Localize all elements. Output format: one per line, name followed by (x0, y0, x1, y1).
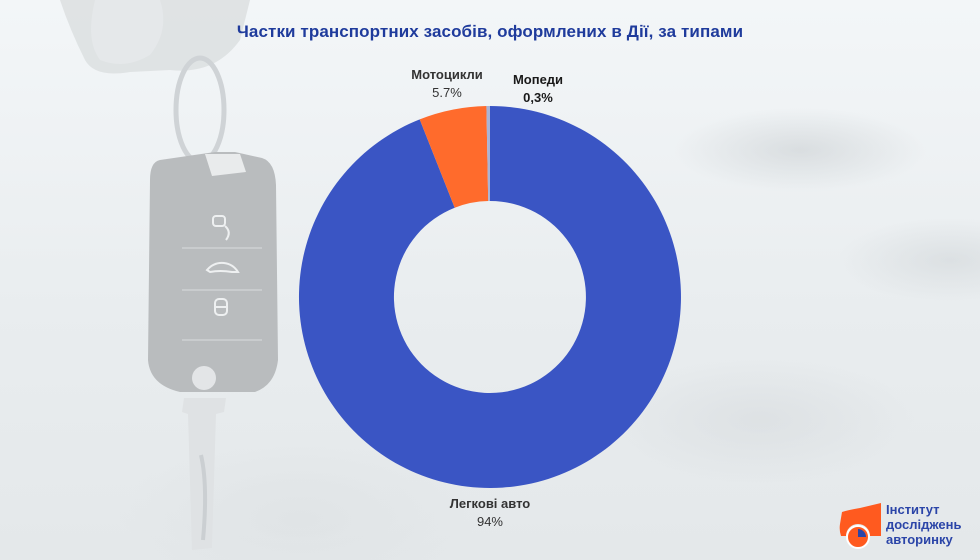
slice-mopeds[interactable] (486, 105, 490, 201)
label-cars: Легкові авто 94% (450, 495, 530, 531)
label-cars-value: 94% (476, 514, 504, 529)
unlock-icon (212, 215, 230, 241)
chart-title: Частки транспортних засобів, оформлених … (236, 22, 744, 41)
institute-logo: Інститут досліджень авторинку (838, 500, 978, 552)
label-mopeds: Мопеди 0,3% (513, 71, 563, 107)
logo-text: Інститут досліджень авторинку (886, 502, 962, 547)
logo-line-1: Інститут (886, 502, 940, 517)
logo-truck-pie-icon (839, 503, 881, 549)
label-motorcycles: Мотоцикли 5.7% (411, 66, 482, 102)
logo-line-3: авторинку (886, 532, 953, 547)
slice-motorcycles[interactable] (419, 106, 489, 208)
car-key-illustration (0, 0, 278, 550)
label-cars-name: Легкові авто (449, 496, 531, 511)
label-mopeds-value: 0,3% (523, 90, 553, 105)
label-motorcycles-name: Мотоцикли (411, 67, 483, 82)
label-motorcycles-value: 5.7% (432, 85, 462, 100)
trunk-icon (205, 261, 240, 274)
label-mopeds-name: Мопеди (512, 72, 564, 87)
logo-line-2: досліджень (886, 517, 962, 532)
slice-cars[interactable] (298, 106, 681, 489)
lock-icon (214, 298, 228, 316)
